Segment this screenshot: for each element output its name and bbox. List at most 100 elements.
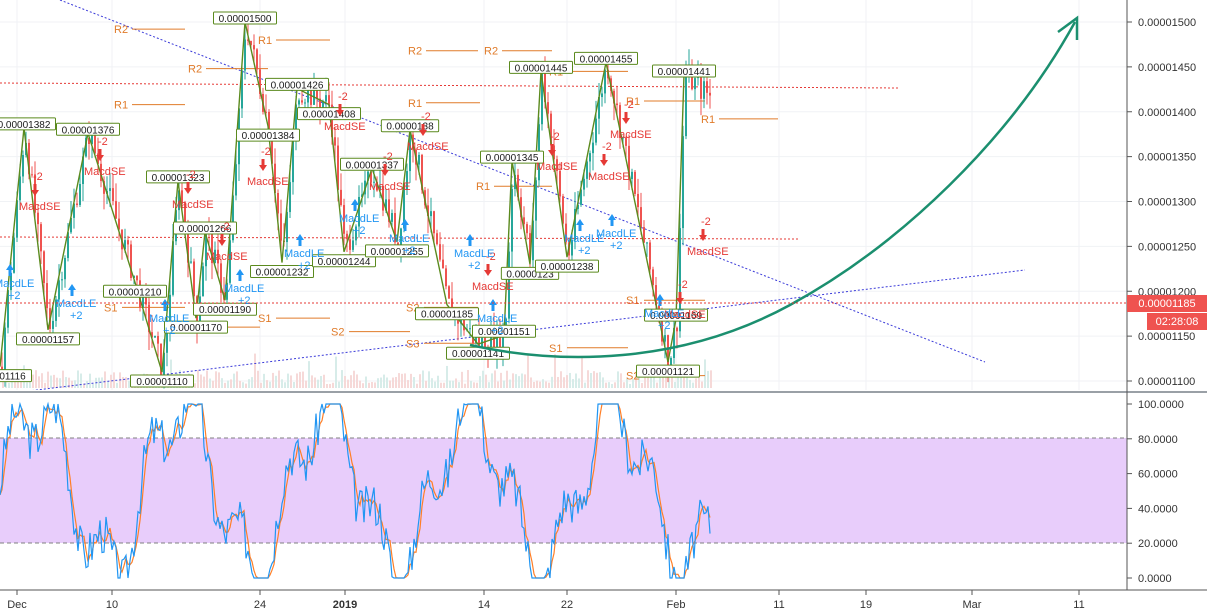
zigzag-label-box <box>574 51 638 65</box>
candle-body <box>28 142 30 175</box>
candle-body <box>88 137 90 144</box>
candle-body <box>625 137 627 146</box>
candle-body <box>709 92 711 96</box>
volume-bar <box>395 377 397 388</box>
zigzag-label: 0.00001382 <box>0 120 51 131</box>
volume-bar <box>419 374 421 388</box>
buy-signal-label: MacdLE <box>284 248 324 260</box>
candle-body <box>166 328 168 353</box>
candle-body <box>112 188 114 202</box>
volume-bar <box>125 377 127 388</box>
volume-bar <box>698 375 700 388</box>
volume-bar <box>215 371 217 388</box>
candle-body <box>160 343 162 377</box>
candle-body <box>151 332 153 338</box>
x-tick-label: Feb <box>667 599 686 611</box>
osc-tick-label: 40.0000 <box>1138 503 1178 515</box>
candle-body <box>259 69 261 94</box>
candle-body <box>706 81 708 93</box>
x-tick-label: Dec <box>7 599 27 611</box>
sell-arrow-icon <box>96 155 104 161</box>
sell-arrow-icon <box>622 118 630 124</box>
last-price-label: 0.00001185 <box>1138 298 1195 310</box>
sell-arrow-icon <box>336 110 344 116</box>
resistance-line <box>0 82 899 89</box>
volume-bar <box>353 370 355 388</box>
candle-body <box>94 134 96 154</box>
candle-body <box>667 335 669 370</box>
zigzag-label-box <box>312 254 376 268</box>
zigzag-label: 0.00001210 <box>109 287 162 298</box>
candle-body <box>1 366 3 370</box>
volume-bar <box>269 381 271 388</box>
candle-body <box>229 240 231 283</box>
ascending-trend-line <box>32 269 1026 390</box>
volume-bar <box>671 376 673 388</box>
volume-bar <box>317 379 319 388</box>
buy-arrow-stem <box>163 305 167 311</box>
sell-arrow-stem <box>678 292 682 298</box>
candle-body <box>586 161 588 179</box>
volume-bar <box>587 370 589 388</box>
volume-bar <box>350 375 352 388</box>
buy-signal-label: MacdLE <box>224 283 264 295</box>
price-pane[interactable]: R2R1R2R1R2R2R1R1R1R1R1S1S1S1S2S2S3S1S1S2… <box>0 0 1127 392</box>
volume-bar <box>572 379 574 388</box>
volume-bar <box>254 353 256 388</box>
volume-bar <box>380 377 382 388</box>
y-tick-label: 0.00001400 <box>1138 107 1196 119</box>
candle-body <box>592 142 594 154</box>
sell-arrow-stem <box>98 149 102 155</box>
zigzag-label: 0.00001266 <box>179 224 232 235</box>
candle-body <box>469 328 471 330</box>
sell-arrow-stem <box>261 159 265 165</box>
volume-bar <box>404 373 406 388</box>
volume-bar <box>581 356 583 388</box>
candle-body <box>418 154 420 165</box>
candle-body <box>115 201 117 219</box>
candle-body <box>559 170 561 197</box>
volume-bar <box>683 376 685 388</box>
zigzag-label-box <box>297 107 361 121</box>
zigzag-label-box <box>472 324 536 338</box>
volume-bar <box>686 376 688 388</box>
candle-body <box>241 70 243 109</box>
candle-body <box>352 240 354 250</box>
stochastic-pane[interactable] <box>0 401 1127 579</box>
candle-body <box>181 190 183 203</box>
candle-body <box>397 242 399 245</box>
candle-body <box>292 141 294 183</box>
x-tick-label: 11 <box>1073 599 1084 611</box>
volume-bar <box>62 370 64 388</box>
volume-bar <box>491 373 493 388</box>
pivot-label: R1 <box>258 35 272 47</box>
sell-arrow-icon <box>676 298 684 304</box>
buy-arrow-icon <box>6 264 14 270</box>
buy-count-label: +2 <box>298 260 311 272</box>
descending-trend-line <box>59 0 986 363</box>
candle-body <box>253 45 255 50</box>
candle-body <box>580 189 582 205</box>
candle-body <box>589 153 591 162</box>
price-axis[interactable]: 0.000011000.000011500.000012000.00001250… <box>1126 0 1207 590</box>
pivot-label: R1 <box>626 96 640 108</box>
candle-body <box>562 196 564 224</box>
candle-body <box>613 90 615 104</box>
volume-bar <box>245 383 247 388</box>
zigzag-line <box>0 21 685 373</box>
pivot-label: R1 <box>114 100 128 112</box>
zigzag-label: 0.00001141 <box>452 349 505 360</box>
candle-body <box>379 185 381 191</box>
time-axis[interactable]: Dec 10 24 2019 14 22 Feb 11 19 Mar 11 <box>0 589 1207 611</box>
volume-bar <box>392 377 394 388</box>
volume-bar <box>560 371 562 388</box>
volume-bar <box>644 375 646 388</box>
candle-body <box>502 331 504 351</box>
volume-bar <box>44 382 46 388</box>
candle-body <box>184 202 186 231</box>
candle-body <box>265 111 267 113</box>
volume-bar <box>461 371 463 388</box>
volume-bar <box>545 381 547 388</box>
volume-bar <box>128 380 130 388</box>
